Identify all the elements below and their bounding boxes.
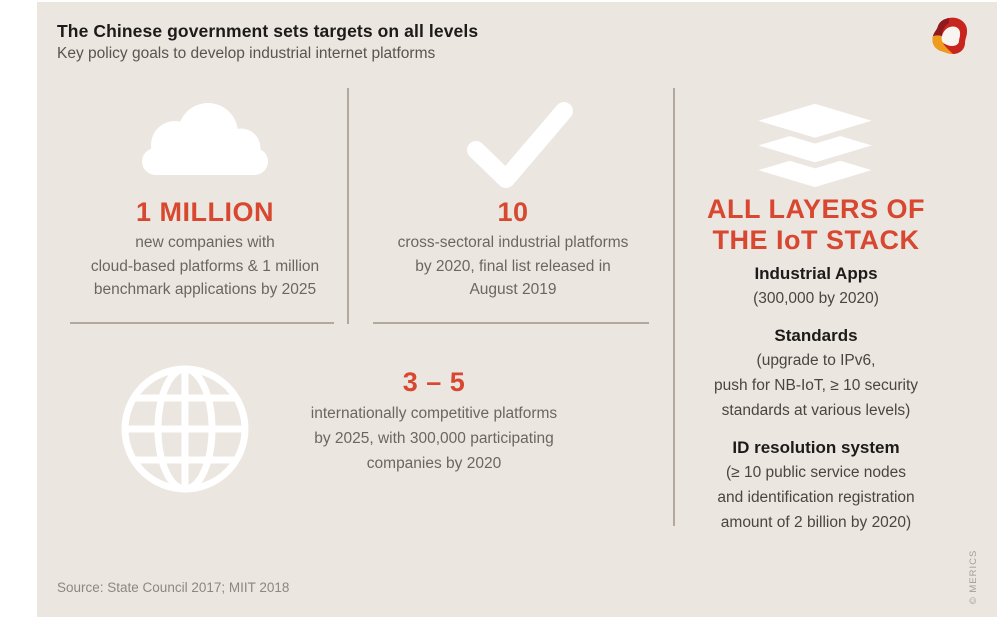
iot-headline-line2: THE IoT STACK — [712, 225, 920, 255]
iot-section-line: and identification registration — [717, 489, 915, 506]
iot-panel-headline: ALL LAYERS OF THE IoT STACK — [678, 194, 954, 256]
globe-icon — [121, 365, 249, 493]
stat-text-line: benchmark applications by 2025 — [93, 281, 317, 298]
page-title: The Chinese government sets targets on a… — [57, 21, 479, 41]
cloud-icon — [142, 103, 268, 175]
stat-text-line: cross-sectoral industrial platforms — [397, 234, 629, 251]
iot-section-line: (300,000 by 2020) — [753, 290, 879, 307]
merics-logo-icon — [932, 17, 968, 55]
iot-section-industrial-apps: Industrial Apps (300,000 by 2020) — [678, 262, 954, 311]
stat-text-line: companies by 2020 — [366, 455, 502, 472]
iot-section-line: push for NB-IoT, ≥ 10 security — [713, 377, 919, 394]
stat-text-line: August 2019 — [469, 281, 557, 298]
iot-section-line: (≥ 10 public service nodes — [726, 464, 906, 481]
iot-section-id-resolution: ID resolution system (≥ 10 public servic… — [678, 436, 954, 535]
check-panel-headline: 10 — [497, 197, 529, 227]
divider-vertical-1 — [347, 88, 349, 324]
stat-text-line: by 2025, with 300,000 participating — [314, 430, 554, 447]
check-panel-text: cross-sectoral industrial platforms by 2… — [375, 231, 651, 302]
stat-text-line: new companies with — [135, 234, 275, 251]
iot-section-line: amount of 2 billion by 2020) — [720, 514, 912, 531]
iot-section-line: (upgrade to IPv6, — [756, 352, 876, 369]
globe-panel-headline: 3 – 5 — [402, 367, 466, 397]
iot-section-label: Standards — [774, 326, 858, 345]
cloud-panel-text: new companies with cloud-based platforms… — [70, 231, 340, 302]
infographic-card: The Chinese government sets targets on a… — [37, 2, 997, 617]
iot-headline-line1: ALL LAYERS OF — [706, 194, 926, 224]
iot-section-line: standards at various levels) — [721, 402, 911, 419]
cloud-panel-headline: 1 MILLION — [136, 197, 274, 227]
stat-text-line: by 2020, final list released in — [415, 257, 611, 275]
globe-panel-text: internationally competitive platforms by… — [298, 401, 570, 476]
layers-icon — [745, 97, 885, 192]
iot-panel-sections: Industrial Apps (300,000 by 2020) Standa… — [678, 262, 954, 535]
copyright-vertical-label: © MERICS — [968, 549, 979, 605]
divider-horizontal-col2 — [373, 322, 649, 324]
stat-text-line: cloud-based platforms & 1 million — [90, 257, 320, 275]
stat-text-line: internationally competitive platforms — [310, 405, 558, 422]
page-subtitle: Key policy goals to develop industrial i… — [57, 45, 436, 62]
iot-section-standards: Standards (upgrade to IPv6, push for NB-… — [678, 324, 954, 423]
checkmark-icon — [467, 102, 573, 188]
divider-horizontal-col1 — [70, 322, 334, 324]
source-note: Source: State Council 2017; MIIT 2018 — [57, 580, 290, 595]
divider-vertical-2 — [673, 88, 675, 526]
iot-section-label: Industrial Apps — [754, 264, 878, 283]
iot-section-label: ID resolution system — [732, 438, 900, 457]
